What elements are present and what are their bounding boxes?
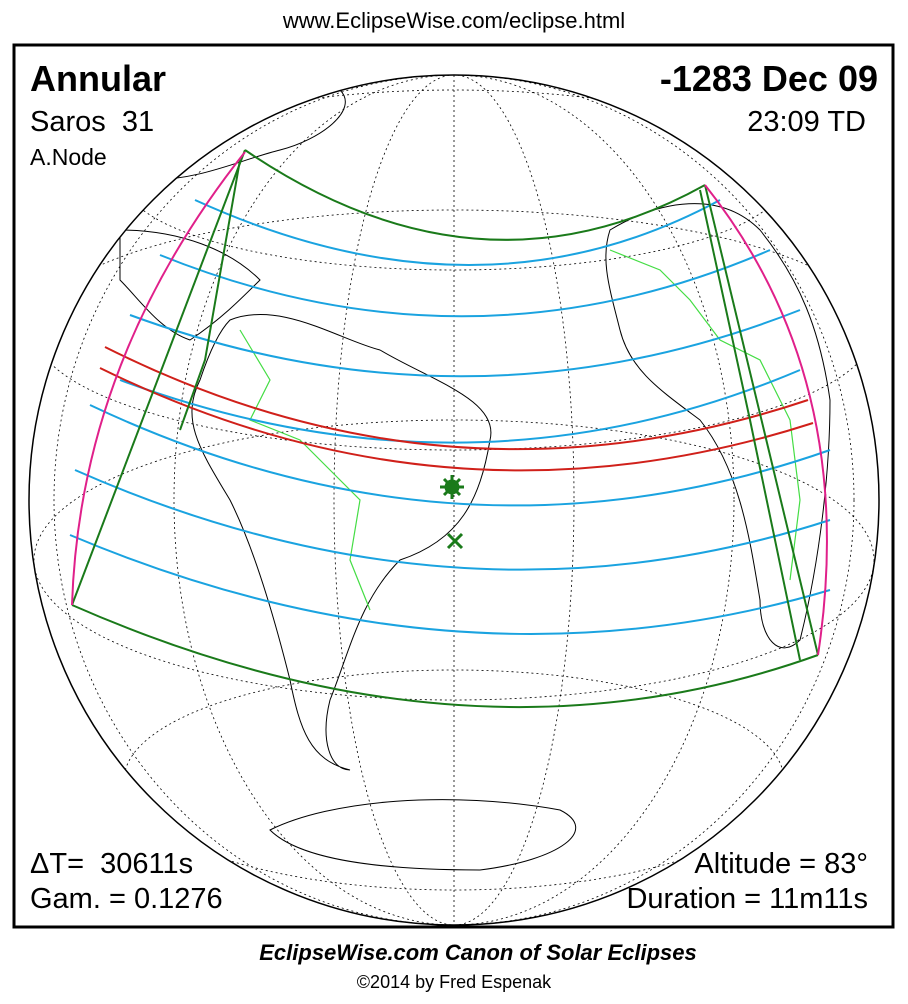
eclipse-type: Annular xyxy=(30,58,166,99)
greatest-duration-marker xyxy=(446,532,464,550)
footer-title: EclipseWise.com Canon of Solar Eclipses xyxy=(259,940,697,965)
landmasses xyxy=(119,89,831,871)
altitude: Altitude = 83° xyxy=(694,848,868,880)
gamma: Gam. = 0.1276 xyxy=(30,883,223,915)
eclipse-paths xyxy=(69,149,831,709)
frame xyxy=(12,43,895,929)
map xyxy=(33,75,875,925)
eclipse-time: 23:09 TD xyxy=(747,106,866,138)
footer-credit: ©2014 by Fred Espenak xyxy=(357,972,552,992)
delta-t: ΔT= 30611s xyxy=(30,848,193,880)
saros: Saros 31 xyxy=(30,106,154,138)
node: A.Node xyxy=(30,144,107,170)
duration: Duration = 11m11s xyxy=(626,883,868,915)
graticule xyxy=(33,75,875,925)
max-eclipse-marker xyxy=(440,475,464,499)
header-url: www.EclipseWise.com/eclipse.html xyxy=(282,8,625,33)
eclipse-date: -1283 Dec 09 xyxy=(660,58,878,99)
